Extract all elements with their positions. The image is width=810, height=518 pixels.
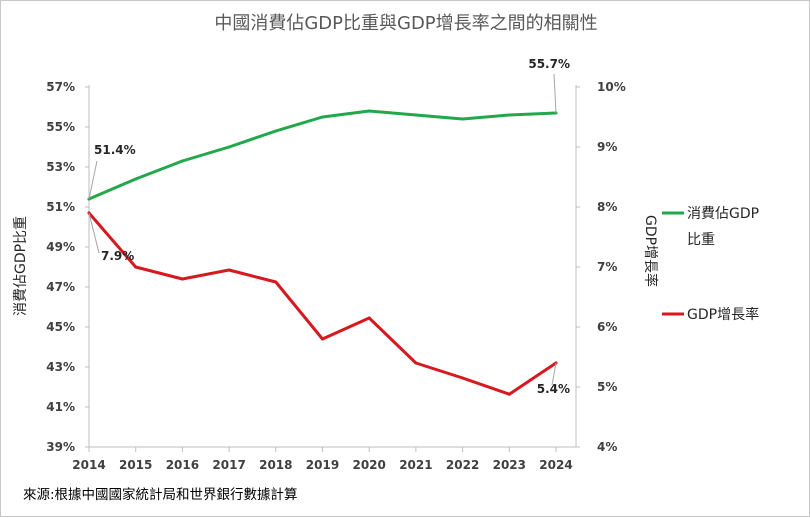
x-tick-label: 2021	[399, 458, 432, 472]
right-tick-label: 8%	[597, 200, 617, 214]
data-label: 55.7%	[528, 57, 570, 71]
source-note: 來源:根據中國國家統計局和世界銀行數據計算	[23, 486, 298, 503]
series-0-point	[507, 113, 511, 117]
series-1-point	[321, 337, 324, 341]
left-tick-label: 39%	[46, 440, 75, 454]
data-label-leader	[551, 362, 557, 386]
series-line-0	[87, 109, 558, 201]
series-0-point	[134, 177, 138, 181]
series-0-point	[321, 115, 324, 119]
x-axis-ticks: 2014 2015 2016 2017 2018 2019 2020 2021 2022 2023…	[72, 447, 573, 472]
series-1-point	[134, 265, 138, 269]
x-tick-label: 2024	[539, 458, 572, 472]
left-tick-label: 41%	[46, 400, 75, 414]
right-tick-label: 6%	[597, 320, 617, 334]
data-label-leader	[88, 212, 100, 254]
right-tick-label: 9%	[597, 140, 617, 154]
data-label-leader	[553, 73, 557, 114]
data-label: 51.4%	[94, 143, 136, 157]
legend-label-1: GDP增長率	[687, 306, 759, 323]
x-tick-label: 2016	[166, 458, 199, 472]
x-tick-label: 2018	[259, 458, 292, 472]
right-tick-label: 10%	[597, 80, 626, 94]
legend-label-0: 比重	[687, 232, 715, 248]
series-1-point	[227, 268, 231, 272]
left-tick-label: 51%	[46, 200, 75, 214]
x-tick-label: 2019	[306, 458, 339, 472]
left-tick-label: 55%	[46, 120, 75, 134]
data-label: 7.9%	[101, 249, 134, 263]
right-axis-title: GDP增長率	[642, 215, 659, 287]
left-axis-ticks: 39% 41% 43% 45% 47% 49% 51% 53% 55% 57%	[46, 80, 89, 454]
series-1-point	[274, 280, 278, 284]
series-1-point	[414, 361, 418, 365]
series-0-point	[227, 145, 231, 149]
series-1-point	[367, 316, 371, 320]
x-tick-label: 2023	[493, 458, 526, 472]
left-tick-label: 45%	[46, 320, 75, 334]
right-tick-label: 7%	[597, 260, 617, 274]
series-0-point	[414, 113, 418, 117]
right-axis-ticks: 4% 5% 6% 7% 8% 9% 10%	[576, 80, 626, 454]
series-1-point	[180, 277, 184, 281]
left-tick-label: 47%	[46, 280, 75, 294]
x-tick-label: 2015	[119, 458, 152, 472]
series-layer	[87, 109, 558, 396]
series-0-point	[274, 129, 278, 133]
data-labels: 51.4% 7.9% 55.7% 5.4%	[88, 57, 570, 396]
data-label: 5.4%	[537, 382, 570, 396]
x-tick-label: 2017	[212, 458, 245, 472]
chart-title: 中國消費佔GDP比重與GDP增長率之間的相關性	[214, 13, 597, 34]
series-1-point	[507, 392, 511, 396]
series-0-point	[180, 159, 184, 163]
x-tick-label: 2022	[446, 458, 479, 472]
data-label-leader	[88, 160, 98, 200]
series-line-1	[87, 211, 558, 396]
legend-label-0: 消費佔GDP	[687, 206, 759, 222]
x-tick-label: 2020	[352, 458, 385, 472]
left-axis-title: 消費佔GDP比重	[13, 216, 29, 316]
legend: 消費佔GDP 比重 GDP增長率	[662, 206, 759, 323]
x-tick-label: 2014	[72, 458, 105, 472]
left-tick-label: 49%	[46, 240, 75, 254]
series-0-point	[367, 109, 371, 113]
left-tick-label: 43%	[46, 360, 75, 374]
left-tick-label: 53%	[46, 160, 75, 174]
series-0-point	[461, 117, 465, 121]
right-tick-label: 5%	[597, 380, 617, 394]
right-tick-label: 4%	[597, 440, 617, 454]
left-tick-label: 57%	[46, 80, 75, 94]
series-1-point	[461, 376, 465, 380]
